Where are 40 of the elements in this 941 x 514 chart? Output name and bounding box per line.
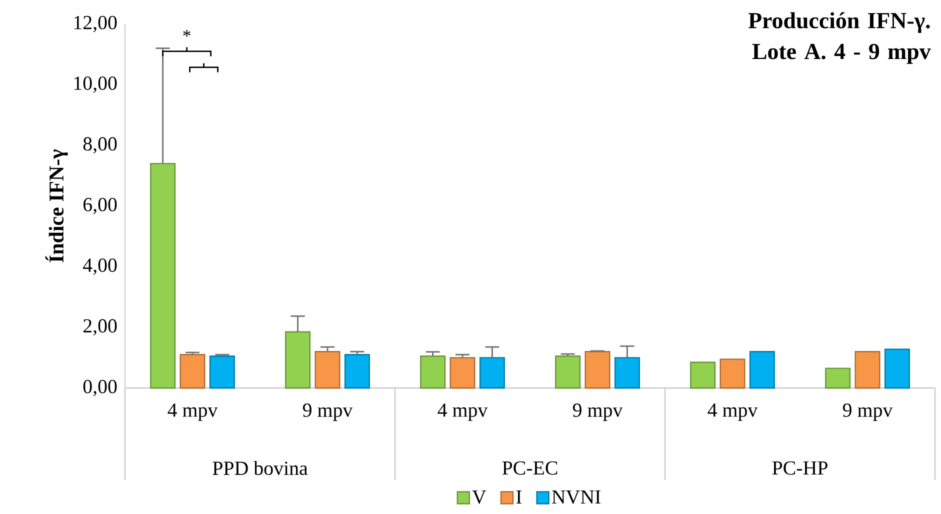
chart-title: Producción IFN-γ. Lote A. 4 - 9 mpv: [748, 12, 931, 64]
bar: [614, 357, 640, 389]
x-tick-label: 4 mpv: [708, 404, 758, 421]
text: PC-EC: [502, 461, 558, 475]
bar: [344, 354, 370, 389]
x-tick-label: 4 mpv: [438, 404, 488, 421]
y-axis-title: Índice IFN-γ: [45, 149, 68, 262]
bar: [825, 368, 851, 389]
x-tick-label: 4 mpv: [168, 404, 218, 421]
bar: [420, 356, 446, 389]
bar: [690, 362, 716, 389]
y-tick-label: 2,00: [83, 319, 117, 336]
bar: [884, 348, 910, 389]
y-tick-label: 12,00: [74, 16, 117, 32]
legend-label: V: [472, 490, 486, 504]
bar: [150, 162, 176, 389]
bar: [749, 351, 775, 389]
bar: [854, 351, 880, 389]
legend-label: I: [516, 490, 522, 504]
x-tick-label: 9 mpv: [842, 404, 893, 421]
bar: [450, 357, 476, 389]
text: PPD bovina: [212, 460, 308, 476]
y-tick-label: 4,00: [83, 258, 117, 275]
bar: [209, 356, 235, 389]
bar: [479, 357, 505, 389]
y-tick-label: 0,00: [83, 380, 117, 396]
bar: [314, 351, 340, 389]
bar: [720, 358, 746, 389]
bar: [555, 356, 581, 389]
y-tick-label: 8,00: [83, 137, 117, 154]
x-tick-label: 9 mpv: [572, 404, 623, 421]
legend-label: NVNI: [552, 490, 600, 504]
bar: [285, 331, 311, 389]
bar: [180, 354, 206, 389]
annotation: *: [183, 30, 190, 37]
x-tick-label: 9 mpv: [302, 404, 353, 421]
text: PC-HP: [772, 461, 828, 475]
bar: [584, 351, 610, 389]
y-tick-label: 6,00: [83, 198, 117, 214]
y-tick-label: 10,00: [74, 76, 117, 93]
